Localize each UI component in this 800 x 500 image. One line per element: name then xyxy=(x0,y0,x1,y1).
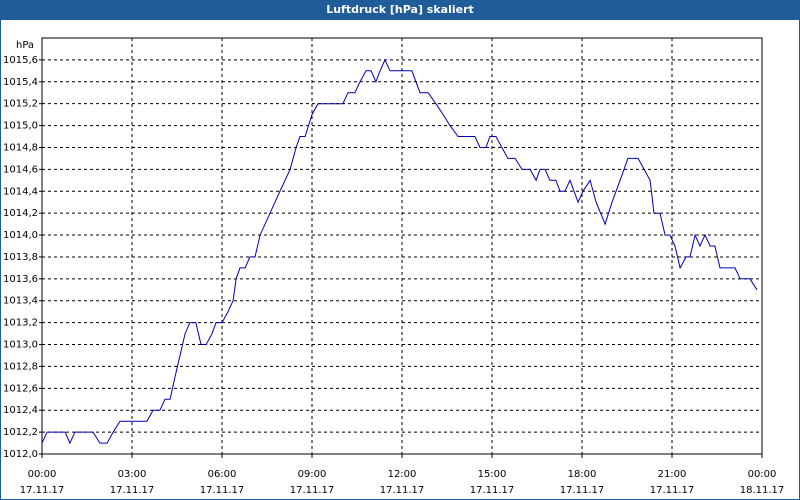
y-tick-label: 1012,0 xyxy=(3,449,38,460)
y-axis-label: hPa xyxy=(16,40,34,51)
y-tick-label: 1012,4 xyxy=(3,405,38,416)
x-tick-label: 17.11.17 xyxy=(200,485,245,496)
y-tick-label: 1014,0 xyxy=(3,230,38,241)
y-tick-label: 1012,2 xyxy=(3,427,38,438)
x-tick-label: 18:00 xyxy=(568,469,597,480)
y-tick-label: 1014,6 xyxy=(3,164,38,175)
y-tick-label: 1014,2 xyxy=(3,208,38,219)
x-tick-label: 17.11.17 xyxy=(560,485,605,496)
plot-area xyxy=(41,37,763,455)
y-tick-label: 1014,4 xyxy=(3,186,38,197)
y-tick-label: 1012,8 xyxy=(3,361,38,372)
x-tick-label: 03:00 xyxy=(118,469,147,480)
y-tick-label: 1013,2 xyxy=(3,318,38,329)
y-tick-label: 1013,0 xyxy=(3,340,38,351)
data-line xyxy=(41,58,758,445)
x-tick-label: 00:00 xyxy=(28,469,57,480)
x-tick-label: 17.11.17 xyxy=(110,485,155,496)
x-tick-label: 17.11.17 xyxy=(290,485,335,496)
x-tick-label: 09:00 xyxy=(298,469,327,480)
x-tick-label: 17.11.17 xyxy=(380,485,425,496)
y-tick-label: 1015,2 xyxy=(3,99,38,110)
x-tick-label: 12:00 xyxy=(388,469,417,480)
x-tick-label: 15:00 xyxy=(478,469,507,480)
y-tick-label: 1012,6 xyxy=(3,383,38,394)
x-tick-label: 06:00 xyxy=(208,469,237,480)
y-tick-label: 1015,4 xyxy=(3,77,38,88)
y-tick-label: 1013,8 xyxy=(3,252,38,263)
x-tick-label: 17.11.17 xyxy=(470,485,515,496)
y-tick-label: 1015,0 xyxy=(3,121,38,132)
y-tick-label: 1015,6 xyxy=(3,55,38,66)
x-tick-label: 00:00 xyxy=(748,469,777,480)
chart-title: Luftdruck [hPa] skaliert xyxy=(326,3,474,16)
x-tick-label: 18.11.17 xyxy=(740,485,785,496)
y-tick-label: 1013,4 xyxy=(3,296,38,307)
x-tick-label: 21:00 xyxy=(658,469,687,480)
title-bar xyxy=(0,0,800,20)
x-tick-label: 17.11.17 xyxy=(650,485,695,496)
x-tick-label: 17.11.17 xyxy=(20,485,65,496)
y-tick-label: 1014,8 xyxy=(3,142,38,153)
y-tick-label: 1013,6 xyxy=(3,274,38,285)
